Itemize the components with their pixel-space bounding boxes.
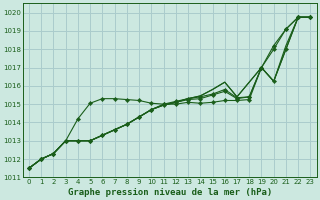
X-axis label: Graphe pression niveau de la mer (hPa): Graphe pression niveau de la mer (hPa) [68, 188, 272, 197]
